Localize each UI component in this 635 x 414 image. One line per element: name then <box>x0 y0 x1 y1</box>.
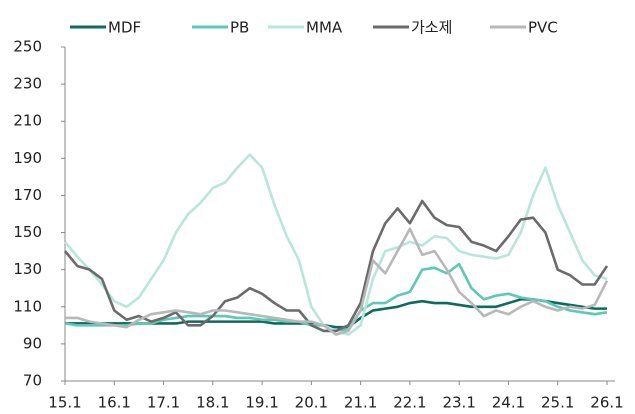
y-tick-label: 150 <box>13 223 42 241</box>
x-tick-label: 23.1 <box>442 394 475 412</box>
y-tick-label: 110 <box>13 297 42 315</box>
x-tick-label: 21.1 <box>344 394 377 412</box>
x-tick-label: 22.1 <box>393 394 426 412</box>
y-tick-label: 190 <box>13 149 42 167</box>
series-line <box>63 153 608 336</box>
x-tick-label: 17.1 <box>147 394 180 412</box>
legend-label: 가소제 <box>411 19 452 37</box>
x-tick-label: 24.1 <box>492 394 525 412</box>
legend-label: PB <box>230 19 249 37</box>
x-tick-label: 18.1 <box>196 394 229 412</box>
x-tick-label: 19.1 <box>245 394 278 412</box>
y-tick-label: 90 <box>23 334 42 352</box>
y-tick-label: 230 <box>13 75 42 93</box>
y-tick-label: 130 <box>13 260 42 278</box>
x-tick-label: 15.1 <box>48 394 81 412</box>
legend-label: MMA <box>306 19 343 37</box>
y-tick-label: 70 <box>23 372 42 390</box>
x-tick-label: 26.1 <box>590 394 623 412</box>
series-line <box>64 262 608 333</box>
y-tick-label: 210 <box>13 112 42 130</box>
series-line <box>65 227 609 336</box>
x-tick-label: 16.1 <box>98 394 131 412</box>
legend-label: MDF <box>108 19 141 37</box>
x-tick-label: 25.1 <box>541 394 574 412</box>
y-tick-label: 250 <box>13 38 42 56</box>
x-tick-label: 20.1 <box>295 394 328 412</box>
legend-label: PVC <box>528 19 558 37</box>
y-tick-label: 170 <box>13 186 42 204</box>
series-line <box>63 199 609 333</box>
